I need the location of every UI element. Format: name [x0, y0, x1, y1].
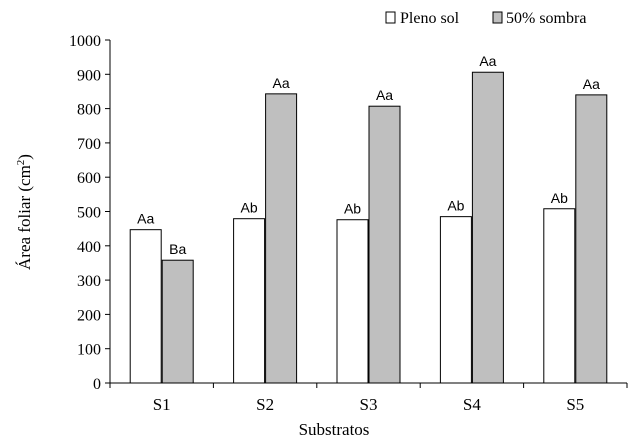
y-tick-label: 200: [77, 307, 101, 324]
bar-50-sombra-s5: [575, 94, 608, 384]
legend-label-50-sombra: 50% sombra: [506, 10, 586, 27]
legend-swatch-50-sombra: [492, 11, 503, 24]
bar-pleno-sol-s5: [543, 208, 576, 384]
x-tick-label: S4: [463, 395, 481, 414]
legend: Pleno sol 50% sombra: [385, 10, 586, 27]
y-tick-label: 600: [77, 170, 101, 187]
y-tick-label: 0: [93, 376, 101, 393]
bar-annotation: Ab: [551, 190, 568, 206]
x-tick-label: S2: [256, 395, 274, 414]
y-tick-label: 400: [77, 239, 101, 256]
legend-label-pleno-sol: Pleno sol: [400, 10, 460, 27]
bar-annotation: Ab: [344, 201, 361, 217]
bar-annotation: Ab: [447, 198, 464, 214]
bar-pleno-sol-s1: [129, 229, 162, 384]
y-tick-label: 900: [77, 67, 101, 84]
bar-50-sombra-s1: [161, 259, 194, 384]
bar-pleno-sol-s4: [439, 216, 472, 384]
bar-pleno-sol-s2: [233, 218, 266, 384]
bar-50-sombra-s4: [471, 71, 504, 384]
x-axis-label: Substratos: [299, 420, 370, 439]
bar-annotation: Aa: [273, 75, 290, 91]
bar-annotation: Aa: [376, 87, 393, 103]
bar-50-sombra-s3: [368, 105, 401, 384]
x-tick-label: S1: [153, 395, 171, 414]
y-tick-label: 100: [77, 342, 101, 359]
y-tick-label: 300: [77, 273, 101, 290]
bar-annotation: Aa: [479, 53, 496, 69]
bar-annotation: Aa: [583, 76, 600, 92]
y-tick-label: 700: [77, 136, 101, 153]
legend-swatch-pleno-sol: [385, 11, 396, 24]
x-tick-label: S3: [360, 395, 378, 414]
bar-annotation: Ab: [241, 200, 258, 216]
y-axis-label: Área foliar (cm2): [15, 154, 34, 270]
y-tick-label: 1000: [69, 33, 101, 50]
bar-annotation: Aa: [137, 211, 154, 227]
bar-50-sombra-s2: [265, 93, 298, 384]
bar-annotation: Ba: [169, 241, 186, 257]
bar-pleno-sol-s3: [336, 219, 369, 384]
y-tick-label: 800: [77, 102, 101, 119]
y-tick-label: 500: [77, 205, 101, 222]
x-tick-label: S5: [566, 395, 584, 414]
